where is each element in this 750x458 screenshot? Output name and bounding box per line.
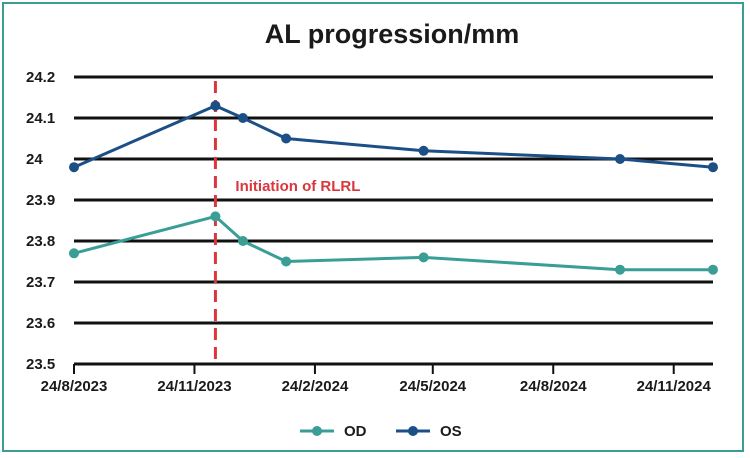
data-point-od-5 xyxy=(615,264,626,275)
y-tick-labels: 23.5 23.6 23.7 23.8 23.9 24 24.1 24.2 xyxy=(26,69,55,373)
data-point-os-0 xyxy=(69,162,79,173)
data-point-os-4 xyxy=(418,145,429,156)
x-tick-label-5: 24/11/2024 xyxy=(637,378,712,395)
y-tick-label-2: 23.7 xyxy=(26,274,55,291)
chart-title: AL progression/mm xyxy=(265,19,520,49)
x-tick-label-0: 24/8/2023 xyxy=(41,378,108,395)
gridlines xyxy=(73,75,713,374)
series-line-od xyxy=(73,214,713,272)
data-point-os-6 xyxy=(708,162,718,173)
y-tick-label-6: 24.1 xyxy=(26,110,55,127)
annotations: Initiation of RLRL xyxy=(213,81,360,366)
x-tick-label-3: 24/5/2024 xyxy=(399,378,466,395)
y-tick-label-5: 24 xyxy=(26,151,43,168)
x-tick-labels: 24/8/2023 24/11/2023 24/2/2024 24/5/2024 24/… xyxy=(41,378,712,395)
data-point-os-1 xyxy=(210,100,221,111)
data-point-os-2 xyxy=(237,113,248,123)
data-point-od-1 xyxy=(210,211,221,222)
data-point-od-3 xyxy=(281,256,292,267)
legend-swatch-marker-od xyxy=(312,426,322,436)
x-tick-label-1: 24/11/2023 xyxy=(157,378,231,395)
y-tick-label-1: 23.6 xyxy=(26,315,55,332)
legend-swatch-marker-os xyxy=(408,426,418,436)
x-tick-label-2: 24/2/2024 xyxy=(282,378,349,395)
data-point-od-4 xyxy=(418,252,429,263)
legend: OD OS xyxy=(300,423,462,440)
series-layer xyxy=(69,100,718,275)
data-point-od-0 xyxy=(69,248,79,259)
legend-label-os: OS xyxy=(440,423,462,440)
y-tick-label-0: 23.5 xyxy=(26,356,55,373)
data-point-od-6 xyxy=(708,264,718,275)
y-tick-label-3: 23.8 xyxy=(26,233,55,250)
y-tick-label-4: 23.9 xyxy=(26,192,55,209)
annotation-label-0: Initiation of RLRL xyxy=(235,178,360,195)
data-point-os-3 xyxy=(281,133,292,144)
y-tick-label-7: 24.2 xyxy=(26,69,55,86)
data-point-os-5 xyxy=(615,154,626,164)
x-tick-label-4: 24/8/2024 xyxy=(520,378,587,395)
data-point-od-2 xyxy=(237,236,248,246)
legend-label-od: OD xyxy=(344,423,367,440)
